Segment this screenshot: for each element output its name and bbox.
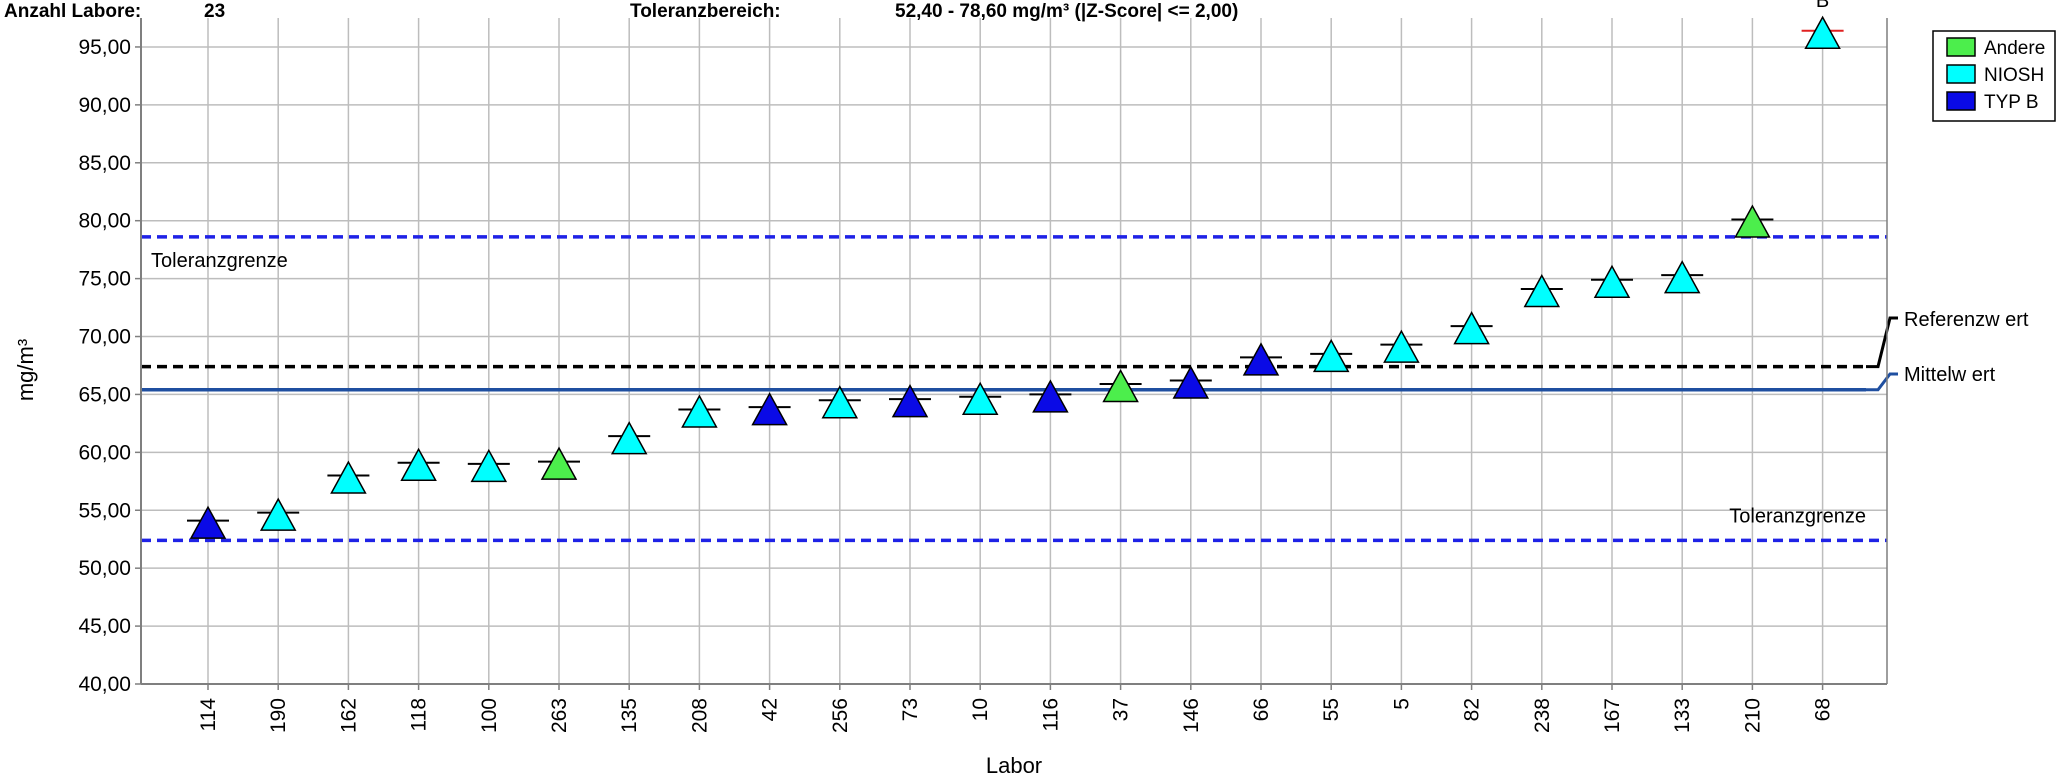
legend: Andere NIOSH TYP B (1932, 30, 2056, 122)
data-point-triangle (1804, 15, 1841, 49)
data-point-triangle (540, 446, 578, 480)
y-tick-label: 50,00 (78, 557, 131, 580)
legend-swatch (1946, 37, 1976, 57)
y-axis-title: mg/m³ (13, 339, 38, 401)
tolerance-lower-label: Toleranzgrenze (1729, 505, 1866, 527)
x-tick-label: 66 (1250, 698, 1273, 721)
data-point-triangle (1312, 338, 1350, 373)
y-tick-label: 40,00 (78, 673, 131, 696)
legend-label: NIOSH (1984, 65, 2044, 86)
data-point-triangle (400, 447, 437, 482)
data-point-triangle (1734, 204, 1771, 238)
x-tick-label: 167 (1601, 698, 1624, 733)
reference-value-label: Referenzw ert (1904, 309, 2029, 331)
x-tick-label: 10 (969, 698, 992, 721)
mean-label-leader (1866, 372, 1898, 392)
x-tick-label: 256 (829, 698, 852, 733)
y-tick-label: 60,00 (78, 441, 131, 464)
data-point-triangle (1172, 365, 1210, 399)
data-point-triangle (821, 385, 859, 419)
data-point-triangle (751, 392, 788, 426)
data-point-triangle (259, 497, 297, 531)
y-tick-label: 80,00 (78, 210, 131, 233)
data-point-triangle (1032, 379, 1069, 413)
data-point-triangle (1102, 368, 1139, 403)
axes: 40,00 45,00 50,00 55,00 60,00 65,00 70,00 75,00… (78, 18, 1888, 733)
tolerance-upper-label: Toleranzgrenze (151, 250, 288, 272)
x-tick-label: 55 (1320, 698, 1343, 721)
legend-label: TYP B (1984, 92, 2039, 113)
x-tick-label: 5 (1390, 698, 1413, 710)
x-tick-label: 73 (899, 698, 922, 721)
x-tick-label: 118 (408, 698, 431, 731)
y-tick-label: 90,00 (78, 94, 131, 117)
x-tick-label: 133 (1671, 698, 1694, 733)
y-tick-label: 55,00 (78, 499, 131, 522)
data-point-triangle (1523, 273, 1561, 308)
x-tick-label: 37 (1110, 698, 1133, 721)
y-tick-label: 75,00 (78, 268, 131, 291)
data-point-triangle (470, 448, 508, 483)
y-tick-label: 65,00 (78, 383, 131, 406)
legend-swatch (1946, 64, 1976, 84)
x-tick-label: 100 (478, 698, 501, 733)
data-point-triangle (330, 460, 367, 494)
data-point-triangle (1453, 311, 1490, 345)
x-tick-label: 208 (688, 698, 711, 733)
reference-label-leader (1866, 316, 1898, 369)
reference-lines: Referenzw ert Mittelw ert Toleranzgrenze To… (141, 235, 2029, 543)
x-tick-label: 42 (759, 698, 782, 721)
data-point-triangle (681, 394, 718, 428)
x-axis-title: Labor (986, 753, 1042, 778)
tolerance-range-value: 52,40 - 78,60 mg/m³ (|Z-Score| <= 2,00) (895, 1, 1239, 22)
data-point-triangle (1242, 342, 1280, 376)
data-point-triangle (610, 421, 648, 455)
legend-label: Andere (1984, 38, 2045, 59)
point-annotation: B (1816, 0, 1829, 12)
tolerance-range-label: Toleranzbereich: (630, 1, 781, 22)
data-points: B (187, 0, 1844, 539)
y-tick-label: 70,00 (78, 326, 131, 349)
data-point-triangle (961, 381, 999, 416)
labs-count-value: 23 (204, 1, 226, 22)
x-tick-label: 114 (197, 698, 220, 732)
x-tick-label: 116 (1039, 698, 1062, 731)
mean-value-label: Mittelw ert (1904, 364, 1996, 386)
x-tick-label: 238 (1531, 698, 1554, 733)
x-tick-label: 263 (548, 698, 571, 733)
y-tick-label: 45,00 (78, 615, 131, 638)
labs-count-label: Anzahl Labore: (4, 1, 142, 22)
legend-swatch (1946, 91, 1976, 111)
x-tick-label: 68 (1812, 698, 1835, 721)
x-tick-label: 82 (1461, 698, 1484, 721)
data-point-triangle (1593, 264, 1631, 299)
data-point-triangle (1383, 329, 1420, 363)
x-tick-label: 190 (267, 698, 290, 733)
y-tick-label: 85,00 (78, 152, 131, 175)
x-tick-label: 135 (618, 698, 641, 733)
x-tick-label: 162 (337, 698, 360, 733)
x-tick-label: 146 (1180, 698, 1203, 733)
data-point-triangle (189, 505, 227, 539)
y-tick-label: 95,00 (78, 36, 131, 59)
grid (141, 18, 1887, 685)
data-point-triangle (891, 384, 929, 418)
x-tick-label: 210 (1741, 698, 1764, 733)
data-point-triangle (1663, 260, 1701, 294)
